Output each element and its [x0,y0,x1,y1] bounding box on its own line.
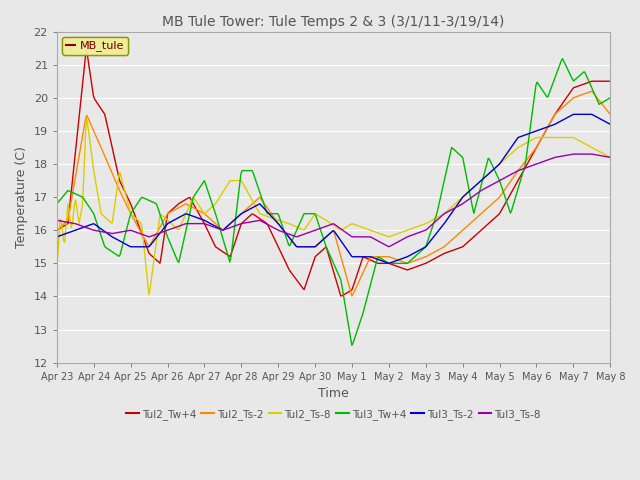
Tul3_Ts-2 [382,260,390,265]
Tul2_Ts-2 [316,240,323,246]
Tul2_Ts-2 [348,293,356,299]
Tul2_Ts-8 [509,149,516,155]
Tul3_Ts-8 [53,217,61,223]
Tul3_Ts-2 [570,111,577,117]
Tul2_Ts-2 [353,282,361,288]
Tul3_Ts-2 [319,237,327,242]
Tul2_Ts-2 [319,237,327,242]
Tul3_Tw+4 [348,342,356,348]
Tul3_Tw+4 [319,234,327,240]
Tul2_Tw+4 [53,228,61,233]
Tul2_Ts-8 [53,267,61,273]
Tul3_Ts-2 [316,240,323,246]
Tul3_Ts-8 [319,225,327,230]
Tul3_Ts-8 [607,155,614,160]
Tul3_Ts-2 [607,121,614,127]
Tul3_Ts-8 [316,226,323,231]
Tul2_Ts-8 [595,148,603,154]
Tul2_Ts-8 [355,223,362,229]
Tul3_Tw+4 [353,327,361,333]
Tul2_Tw+4 [338,293,346,299]
Line: Tul2_Tw+4: Tul2_Tw+4 [57,51,611,296]
Tul2_Ts-2 [383,254,391,260]
Tul3_Tw+4 [508,208,515,214]
Title: MB Tule Tower: Tule Temps 2 & 3 (3/1/11-3/19/14): MB Tule Tower: Tule Temps 2 & 3 (3/1/11-… [163,15,505,29]
Tul3_Ts-8 [385,244,392,250]
Tul3_Ts-8 [382,242,390,248]
Tul2_Tw+4 [595,78,603,84]
X-axis label: Time: Time [318,387,349,400]
Tul3_Ts-8 [570,151,577,157]
Tul3_Tw+4 [607,95,614,101]
Tul3_Ts-8 [508,171,515,177]
Tul3_Ts-2 [508,144,515,150]
Tul3_Tw+4 [383,260,391,265]
Tul3_Tw+4 [595,101,603,107]
Tul2_Tw+4 [83,48,91,54]
Legend: Tul2_Tw+4, Tul2_Ts-2, Tul2_Ts-8, Tul3_Tw+4, Tul3_Ts-2, Tul3_Ts-8: Tul2_Tw+4, Tul2_Ts-2, Tul2_Ts-8, Tul3_Tw… [122,405,545,424]
Tul3_Ts-2 [353,254,360,260]
Tul2_Ts-8 [145,292,153,298]
Tul3_Ts-8 [595,153,603,158]
Tul2_Ts-8 [83,115,91,120]
Tul2_Ts-2 [595,97,603,103]
Tul2_Ts-2 [607,111,614,117]
Tul3_Tw+4 [53,201,61,206]
Tul2_Ts-8 [318,215,326,221]
Tul2_Ts-2 [508,177,515,183]
Tul3_Ts-2 [385,260,392,266]
Tul2_Tw+4 [509,187,516,193]
Tul2_Tw+4 [385,261,392,266]
Line: Tul3_Ts-8: Tul3_Ts-8 [57,154,611,247]
Tul3_Tw+4 [316,225,323,230]
Tul3_Ts-8 [353,234,360,240]
Tul2_Tw+4 [355,267,362,273]
Tul3_Ts-2 [53,234,61,240]
Tul3_Ts-2 [595,115,603,121]
Tul3_Tw+4 [559,56,566,61]
Line: Tul2_Ts-2: Tul2_Ts-2 [57,91,611,296]
Tul2_Ts-2 [588,88,595,94]
Tul2_Ts-8 [321,217,329,223]
Tul2_Tw+4 [320,246,328,252]
Tul2_Ts-8 [607,155,614,160]
Tul2_Tw+4 [317,249,324,254]
Tul2_Ts-2 [53,228,61,233]
Tul2_Ts-8 [385,234,392,240]
Line: Tul3_Tw+4: Tul3_Tw+4 [57,59,611,345]
Tul2_Tw+4 [607,78,614,84]
Line: Tul3_Ts-2: Tul3_Ts-2 [57,114,611,263]
Y-axis label: Temperature (C): Temperature (C) [15,146,28,248]
Line: Tul2_Ts-8: Tul2_Ts-8 [57,118,611,295]
